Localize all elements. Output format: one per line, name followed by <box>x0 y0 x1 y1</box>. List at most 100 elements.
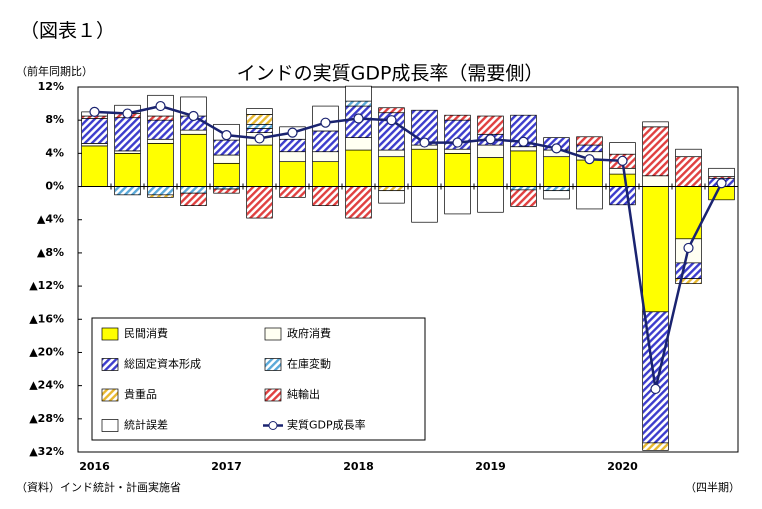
bar-segment <box>675 156 702 187</box>
bar-segment <box>444 148 471 154</box>
gdp-point <box>320 117 331 128</box>
bar-segment <box>642 175 669 187</box>
bar-segment <box>312 186 339 206</box>
x-axis-label: （四半期） <box>685 480 740 494</box>
bar-segment <box>147 186 174 196</box>
bar-segment <box>378 186 405 192</box>
bar-segment <box>147 115 174 121</box>
legend-label: 民間消費 <box>124 326 168 340</box>
bar-segment <box>147 194 174 198</box>
gdp-point <box>419 137 430 148</box>
bar-segment <box>444 114 471 121</box>
gdp-point <box>287 127 298 138</box>
gdp-point <box>89 106 100 117</box>
gdp-point <box>518 136 529 147</box>
gdp-point <box>353 113 364 124</box>
gdp-point <box>551 143 562 154</box>
bar-segment <box>246 108 273 115</box>
bar-segment <box>81 145 108 187</box>
gdp-point <box>122 108 133 119</box>
gdp-line <box>94 104 723 390</box>
bar-segment <box>345 85 372 102</box>
bar-segment <box>576 159 603 187</box>
bar-segment <box>279 151 306 163</box>
gdp-point <box>650 383 661 395</box>
legend-label: 政府消費 <box>287 326 331 340</box>
bar-segment <box>147 119 174 140</box>
gdp-point <box>221 130 232 141</box>
bar-segment <box>279 186 306 198</box>
y-axis-label: （前年同期比） <box>16 64 93 78</box>
bar-segment <box>114 186 141 196</box>
bar-segment <box>675 186 702 240</box>
bar-segment <box>114 150 141 154</box>
bar-segment <box>180 186 207 194</box>
gdp-point <box>716 178 727 189</box>
y-tick-label: ▲16% <box>29 312 64 325</box>
bar-segment <box>81 143 108 147</box>
figure-label: （図表１） <box>20 20 115 42</box>
legend-swatch <box>264 358 282 371</box>
bar-segment <box>312 151 339 163</box>
bar-segment <box>642 442 669 451</box>
y-tick-label: ▲24% <box>29 379 64 392</box>
bar-segment <box>345 186 372 219</box>
bar-segment <box>378 107 405 114</box>
bar-segment <box>312 130 339 153</box>
gdp-point <box>155 100 166 112</box>
x-tick-label: 2017 <box>211 460 242 473</box>
bar-segment <box>477 186 504 213</box>
bar-segment <box>345 100 372 107</box>
bar-segment <box>213 154 240 164</box>
bar-segment <box>543 156 570 187</box>
bar-segment <box>345 149 372 187</box>
legend-label: 純輸出 <box>287 387 320 401</box>
gdp-point <box>188 110 199 122</box>
legend-swatch <box>101 388 119 402</box>
legend-swatch <box>101 327 119 341</box>
y-tick-label: ▲28% <box>29 412 64 425</box>
bar-segment <box>411 186 438 223</box>
legend-swatch <box>264 327 282 341</box>
bar-segment <box>279 138 306 153</box>
y-tick-label: ▲32% <box>29 445 64 458</box>
y-tick-label: 8% <box>45 113 64 126</box>
bar-segment <box>576 136 603 146</box>
chart-title: インドの実質GDP成長率（需要側） <box>237 63 544 85</box>
gdp-point <box>584 154 595 165</box>
bar-segment <box>609 186 636 206</box>
gdp-point <box>617 155 628 166</box>
bar-segment <box>180 129 207 135</box>
bar-segment <box>411 148 438 187</box>
bar-segment <box>147 143 174 187</box>
legend-label: 統計誤差 <box>124 418 168 432</box>
bar-segment <box>444 186 471 215</box>
y-tick-label: 12% <box>38 80 64 93</box>
bar-segment <box>378 149 405 158</box>
gdp-point <box>485 134 496 145</box>
bar-segment <box>609 142 636 155</box>
bar-segment <box>642 121 669 128</box>
legend-marker <box>268 421 278 430</box>
bar-segment <box>675 278 702 284</box>
bar-segment <box>444 153 471 187</box>
x-tick-label: 2019 <box>475 460 506 473</box>
bar-segment <box>180 133 207 187</box>
bar-segment <box>609 173 636 187</box>
gdp-point <box>386 115 397 126</box>
x-tick-label: 2018 <box>343 460 374 473</box>
legend-swatch <box>264 388 282 402</box>
bar-segment <box>81 118 108 144</box>
bar-segment <box>213 188 240 194</box>
bar-segment <box>576 144 603 153</box>
bar-segment <box>477 157 504 187</box>
bar-segment <box>642 126 669 177</box>
source: （資料）インド統計・計画実施省 <box>16 480 181 494</box>
bar-segment <box>213 162 240 187</box>
y-tick-label: ▲4% <box>37 213 64 226</box>
bar-segment <box>114 117 141 152</box>
bar-segment <box>246 114 273 125</box>
gdp-point <box>452 137 463 148</box>
bar-segment <box>708 167 735 177</box>
bar-segment <box>246 186 273 219</box>
